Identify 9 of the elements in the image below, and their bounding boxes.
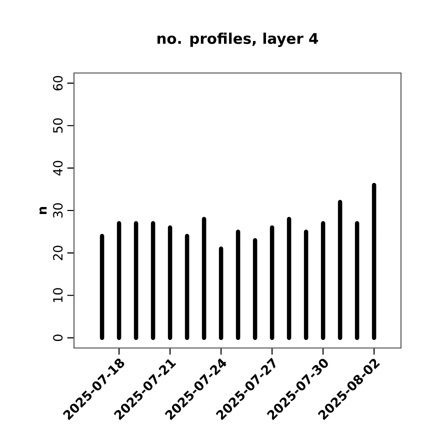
chart-title: no. profiles, layer 4: [157, 32, 318, 47]
y-tick-label: 20: [53, 246, 63, 260]
y-tick-label: 30: [53, 203, 63, 218]
y-tick-label: 50: [53, 118, 63, 133]
y-tick-label: 0: [53, 334, 63, 342]
y-tick-label: 10: [53, 288, 63, 302]
y-axis-title: n: [39, 206, 47, 214]
y-tick-label: 40: [53, 160, 63, 176]
y-tick-label: 60: [53, 76, 63, 90]
